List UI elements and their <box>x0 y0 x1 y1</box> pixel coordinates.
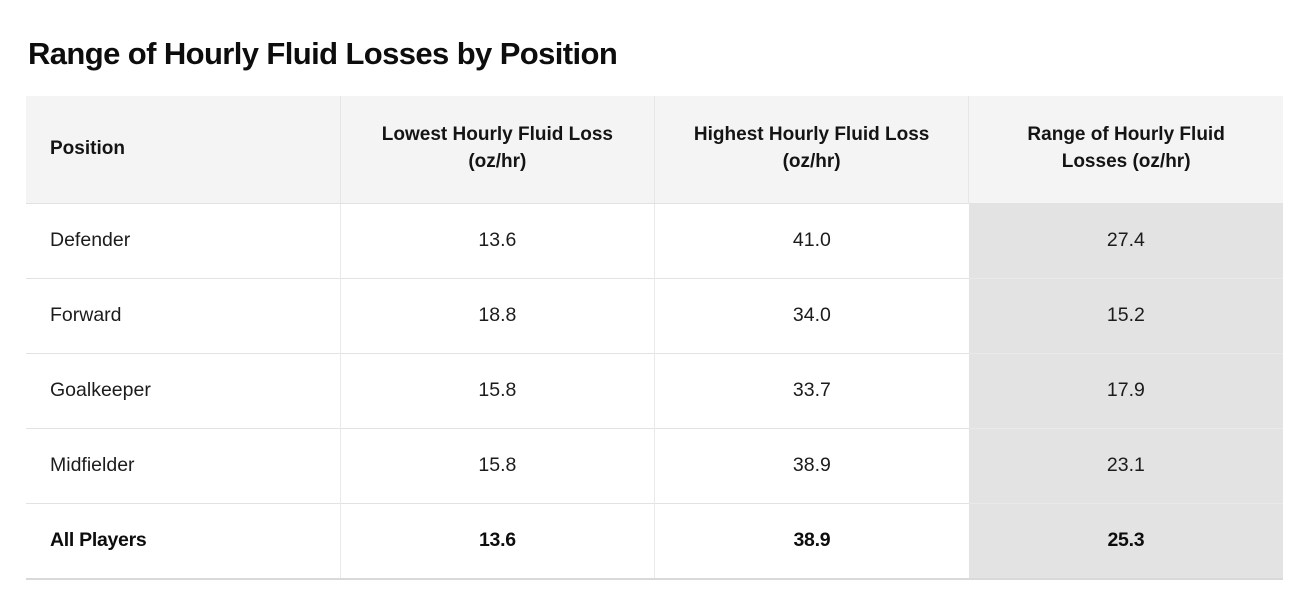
cell-position: Goalkeeper <box>26 352 341 429</box>
cell-position: Forward <box>26 277 341 354</box>
cell-position: All Players <box>26 502 341 579</box>
fluid-loss-table: Position Lowest Hourly Fluid Loss (oz/hr… <box>26 95 1283 580</box>
cell-highest: 33.7 <box>653 352 969 429</box>
cell-highest: 34.0 <box>653 277 969 354</box>
header-row: Position Lowest Hourly Fluid Loss (oz/hr… <box>26 95 1283 204</box>
cell-lowest: 13.6 <box>339 502 655 579</box>
cell-highest: 41.0 <box>653 203 969 279</box>
table-row: All Players 13.6 38.9 25.3 <box>26 502 1283 579</box>
cell-range: 17.9 <box>968 352 1283 429</box>
column-header-highest: Highest Hourly Fluid Loss (oz/hr) <box>653 95 969 204</box>
column-header-position: Position <box>26 95 341 204</box>
cell-range: 23.1 <box>968 427 1283 504</box>
table-row: Forward 18.8 34.0 15.2 <box>26 277 1283 354</box>
cell-position: Defender <box>26 203 341 279</box>
table-row: Defender 13.6 41.0 27.4 <box>26 203 1283 279</box>
cell-highest: 38.9 <box>653 427 969 504</box>
cell-lowest: 18.8 <box>339 277 655 354</box>
cell-lowest: 15.8 <box>339 427 655 504</box>
cell-range: 15.2 <box>968 277 1283 354</box>
cell-range: 27.4 <box>968 203 1283 279</box>
cell-range: 25.3 <box>968 502 1283 579</box>
cell-lowest: 15.8 <box>339 352 655 429</box>
column-header-range: Range of Hourly Fluid Losses (oz/hr) <box>968 95 1283 204</box>
cell-lowest: 13.6 <box>339 203 655 279</box>
table-row: Midfielder 15.8 38.9 23.1 <box>26 427 1283 504</box>
page-title: Range of Hourly Fluid Losses by Position <box>28 36 618 71</box>
cell-position: Midfielder <box>26 427 341 504</box>
table-row: Goalkeeper 15.8 33.7 17.9 <box>26 352 1283 429</box>
table-header: Position Lowest Hourly Fluid Loss (oz/hr… <box>26 95 1283 204</box>
table-body: Defender 13.6 41.0 27.4 Forward 18.8 34.0 15.2 G… <box>26 203 1283 579</box>
column-header-lowest: Lowest Hourly Fluid Loss (oz/hr) <box>339 95 655 204</box>
cell-highest: 38.9 <box>653 502 969 579</box>
